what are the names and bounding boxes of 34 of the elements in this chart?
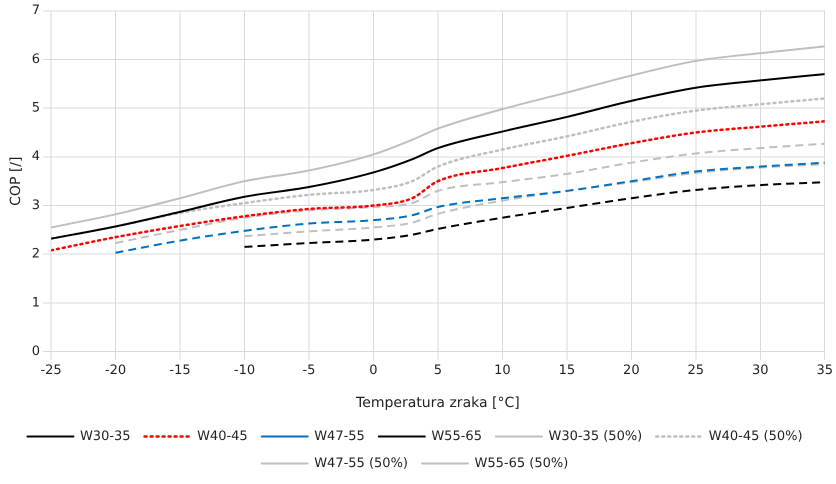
x-tick-label: -25 — [40, 362, 62, 378]
y-tick-label: 4 — [32, 149, 40, 164]
x-tick-label: 25 — [688, 362, 704, 378]
x-tick-label: -20 — [104, 362, 126, 378]
y-tick-label: 0 — [32, 344, 40, 359]
x-tick-label: 30 — [752, 362, 769, 378]
legend-label: W40-45 (50%) — [708, 428, 803, 444]
x-tick-label: 20 — [623, 362, 640, 378]
legend-label: W30-35 (50%) — [548, 428, 642, 444]
x-tick-label: -15 — [169, 362, 191, 378]
legend-label: W55-65 — [431, 428, 482, 444]
legend-label: W40-45 — [197, 428, 248, 444]
legend-label: W47-55 (50%) — [314, 456, 408, 471]
x-tick-label: 35 — [816, 362, 833, 378]
y-tick-label: 3 — [32, 198, 40, 213]
y-tick-label: 1 — [32, 295, 40, 310]
y-tick-label: 7 — [32, 3, 40, 18]
y-tick-label: 5 — [32, 100, 40, 116]
line-series — [243, 163, 825, 238]
y-axis-title: COP [/] — [8, 156, 24, 206]
y-tick-label: 2 — [32, 246, 40, 262]
line-series — [114, 162, 825, 254]
legend-label: W47-55 — [314, 428, 365, 444]
legend-label: W30-35 — [80, 428, 131, 444]
line-series — [114, 142, 825, 244]
x-tick-label: 10 — [494, 362, 511, 378]
x-tick-label: -5 — [302, 362, 316, 378]
legend-label: W55-65 (50%) — [474, 456, 568, 471]
x-tick-label: -10 — [234, 362, 256, 378]
x-tick-label: 5 — [434, 362, 442, 378]
x-tick-label: 0 — [369, 362, 378, 378]
x-axis-title: Temperatura zraka [°C] — [355, 395, 520, 412]
x-tick-label: 15 — [558, 362, 576, 378]
y-tick-label: 6 — [32, 52, 40, 67]
